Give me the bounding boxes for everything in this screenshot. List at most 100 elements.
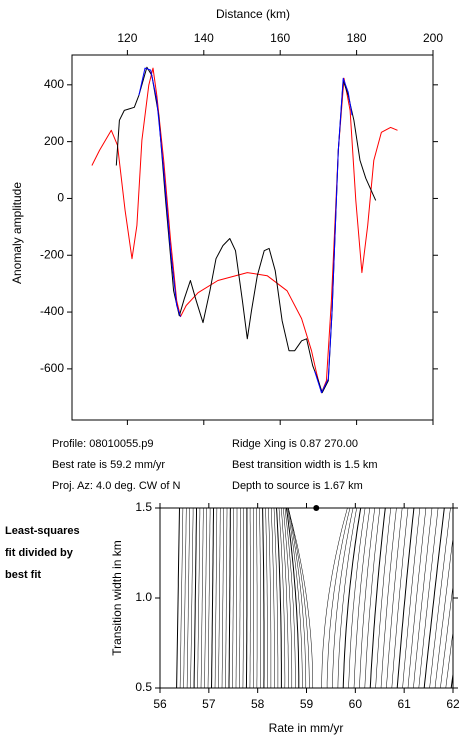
y-tick-label: -200 xyxy=(40,247,64,261)
info-text: Profile: 08010055.p9 xyxy=(52,438,154,450)
y-tick-label: 1.0 xyxy=(135,590,152,604)
contour-line xyxy=(214,508,218,688)
x-tick-label: 160 xyxy=(270,31,290,45)
info-text: Depth to source is 1.67 km xyxy=(232,480,363,492)
contour-line xyxy=(282,508,293,688)
contour-line xyxy=(287,508,314,688)
contour-line xyxy=(245,508,248,688)
contour-line xyxy=(265,508,268,688)
contour-line xyxy=(380,508,397,688)
y-tick-label: 0 xyxy=(57,191,64,205)
contour-line xyxy=(204,508,207,688)
contour-line xyxy=(462,508,467,688)
contour-line xyxy=(332,508,354,688)
contour-line xyxy=(176,508,180,688)
contour-line xyxy=(337,508,357,688)
info-text: Ridge Xing is 0.87 270.00 xyxy=(232,438,358,450)
y-tick-label: 400 xyxy=(44,77,64,91)
data-line xyxy=(91,67,398,394)
x-tick-label: 59 xyxy=(300,697,314,711)
contour-line xyxy=(232,508,234,688)
contour-line xyxy=(242,508,244,688)
x-tick-label: 180 xyxy=(347,31,367,45)
contour-line xyxy=(285,508,300,688)
contour-line xyxy=(457,508,467,688)
contour-line xyxy=(280,508,289,688)
contour-line xyxy=(278,508,286,688)
y-tick-label: -400 xyxy=(40,304,64,318)
contour-line xyxy=(228,508,231,688)
contour-line xyxy=(207,508,211,688)
y-axis-title: Anomaly amplitude xyxy=(10,182,24,284)
info-text: Proj. Az: 4.0 deg. CW of N xyxy=(52,480,180,492)
contour-line xyxy=(396,508,415,688)
contour-line xyxy=(183,508,187,688)
best-point xyxy=(313,505,320,511)
contour-line xyxy=(193,508,197,688)
contour-line xyxy=(359,508,376,688)
contour-line xyxy=(190,508,194,688)
x-tick-label: 58 xyxy=(251,697,265,711)
x-tick-label: 140 xyxy=(194,31,214,45)
contour-line xyxy=(179,508,184,688)
contour-line xyxy=(348,508,366,688)
contour-line xyxy=(321,508,348,688)
contour-line xyxy=(369,508,386,688)
data-line xyxy=(115,66,377,394)
contour-line xyxy=(288,508,310,688)
y-tick-label: -600 xyxy=(40,361,64,375)
x-tick-label: 57 xyxy=(202,697,216,711)
contour-line xyxy=(402,508,421,688)
contour-line xyxy=(256,508,258,688)
y-tick-label: 0.5 xyxy=(135,680,152,694)
contour-line xyxy=(287,508,307,688)
x-tick-label: 60 xyxy=(349,697,363,711)
contour-line xyxy=(423,508,445,688)
contour-line xyxy=(445,629,453,688)
contour-line xyxy=(386,508,403,688)
info-text: Best rate is 59.2 mm/yr xyxy=(52,459,165,471)
contour-line xyxy=(342,508,362,688)
side-note: fit divided by xyxy=(5,547,74,559)
side-note: Least-squares xyxy=(5,525,80,537)
x-axis-title: Distance (km) xyxy=(216,7,290,21)
side-note: best fit xyxy=(5,569,41,581)
contour-line xyxy=(440,583,453,688)
x-axis-title: Rate in mm/yr xyxy=(269,721,344,735)
contour-line xyxy=(276,508,282,688)
contour-line xyxy=(271,508,275,688)
contour-line xyxy=(235,508,238,688)
contour-line xyxy=(186,508,190,688)
contours xyxy=(176,508,467,688)
contour-line xyxy=(413,508,433,688)
contour-line xyxy=(268,508,272,688)
contour-line xyxy=(221,508,224,688)
data-line xyxy=(138,67,353,394)
contour-line xyxy=(418,508,439,688)
contour-line xyxy=(364,508,381,688)
x-tick-label: 61 xyxy=(397,697,411,711)
contour-line xyxy=(225,508,228,688)
contour-line xyxy=(434,535,453,688)
contour-line xyxy=(375,508,392,688)
x-tick-label: 200 xyxy=(423,31,443,45)
contour-line xyxy=(239,508,241,688)
contour-line xyxy=(429,508,451,688)
y-tick-label: 200 xyxy=(44,134,64,148)
plot-frame xyxy=(71,54,434,421)
contour-line xyxy=(273,508,279,688)
contour-line xyxy=(200,508,204,688)
x-tick-label: 120 xyxy=(117,31,137,45)
x-tick-label: 62 xyxy=(446,697,460,711)
contour-line xyxy=(262,508,265,688)
contour-line xyxy=(391,508,409,688)
contour-line xyxy=(353,508,371,688)
contour-line xyxy=(284,508,296,688)
y-axis-title: Transition width in km xyxy=(110,540,124,656)
contour-line xyxy=(218,508,221,688)
contour-line xyxy=(287,508,303,688)
contour-line xyxy=(326,508,351,688)
contour-line xyxy=(197,508,201,688)
info-text: Best transition width is 1.5 km xyxy=(232,459,378,471)
contour-line xyxy=(211,508,214,688)
